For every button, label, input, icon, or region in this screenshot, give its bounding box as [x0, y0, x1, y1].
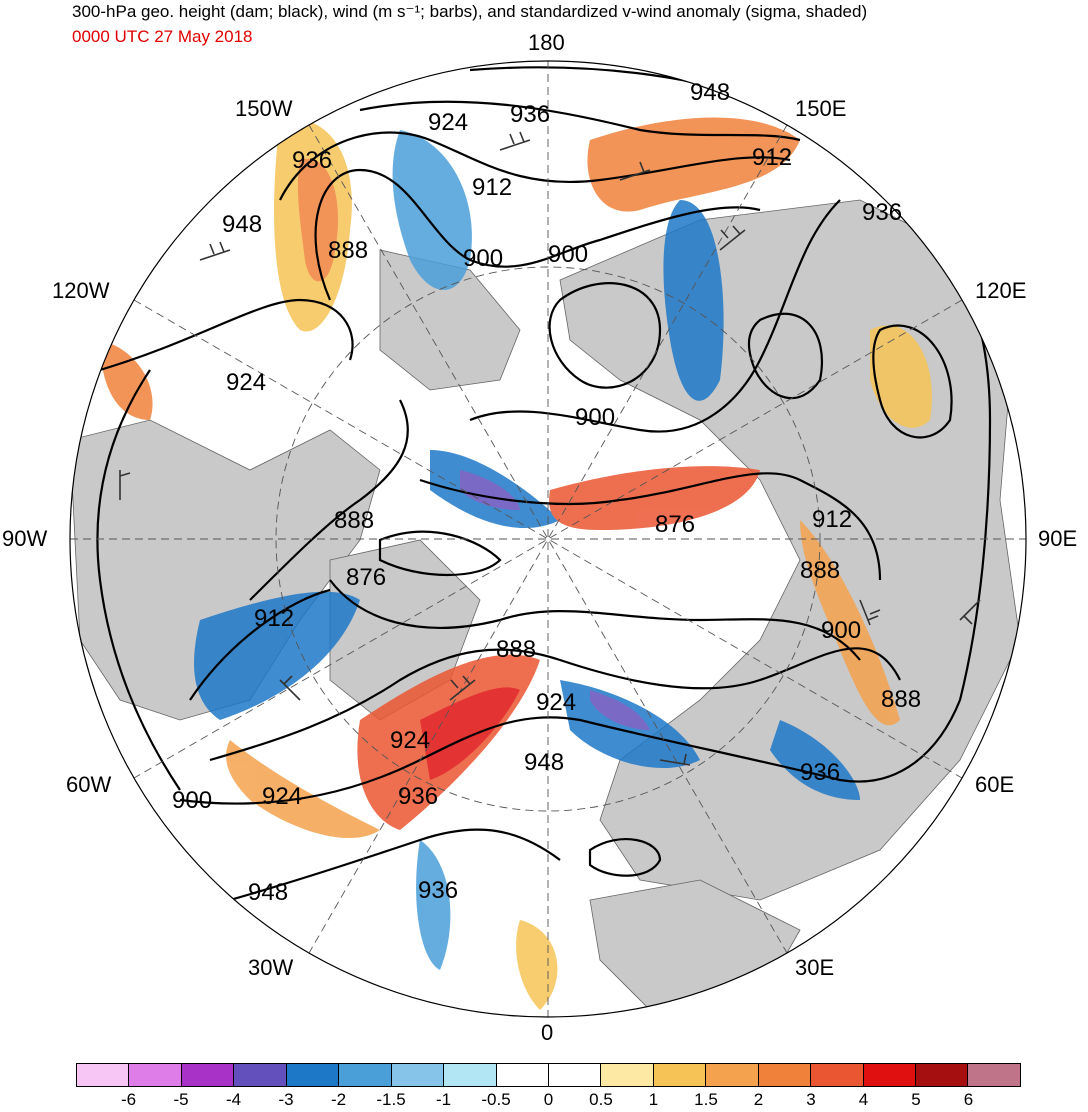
- colorbar-cell: [181, 1064, 235, 1086]
- contour-label: 924: [262, 783, 302, 810]
- colorbar-cell: [601, 1064, 654, 1086]
- contour-label: 936: [292, 147, 332, 174]
- contour-label: 888: [334, 507, 374, 534]
- contour-label: 876: [346, 564, 386, 591]
- contour-label: 912: [472, 174, 512, 201]
- colorbar-tick-label: -3: [278, 1090, 294, 1109]
- contour-label: 888: [496, 636, 536, 663]
- valid-time: 0000 UTC 27 May 2018: [72, 27, 253, 46]
- lon-label-150e: 150E: [795, 96, 847, 121]
- contour-label: 912: [812, 506, 852, 533]
- contour-label: 876: [655, 511, 695, 538]
- contour-label: 936: [862, 199, 902, 226]
- colorbar-tick-label: 1.5: [694, 1090, 718, 1109]
- contour-label: 924: [390, 727, 430, 754]
- contour-label: 936: [510, 101, 550, 128]
- contour-label: 924: [536, 689, 576, 716]
- graticule: [70, 61, 1026, 1017]
- lon-label-30w: 30W: [248, 955, 294, 980]
- contour-label: 900: [821, 617, 861, 644]
- colorbar-tick-label: 5: [911, 1090, 921, 1109]
- colorbar-tick-label: 1: [648, 1090, 659, 1109]
- contour-label: 948: [222, 211, 262, 238]
- height-contours: [96, 66, 992, 902]
- colorbar-cell: [548, 1064, 602, 1086]
- colorbar-tick-label: 2: [753, 1090, 764, 1109]
- colorbar-tick-label: -6: [120, 1090, 137, 1109]
- colorbar-cell: [496, 1064, 549, 1086]
- colorbar-cell: [653, 1064, 707, 1086]
- colorbar-cell: [863, 1064, 916, 1086]
- colorbar-cell: [286, 1064, 340, 1086]
- wind-barbs: [119, 131, 981, 766]
- colorbar-cell: [339, 1064, 392, 1086]
- colorbar-cell: [444, 1064, 497, 1086]
- chart-title: 300-hPa geo. height (dam; black), wind (…: [72, 2, 868, 21]
- lon-label-30e: 30E: [795, 955, 835, 980]
- lon-label-60e: 60E: [975, 772, 1015, 797]
- colorbar-cell: [77, 1064, 130, 1086]
- contour-label: 924: [428, 109, 468, 136]
- lon-label-180: 180: [528, 30, 565, 55]
- lon-label-150w: 150W: [235, 96, 293, 121]
- lon-label-90e: 90E: [1038, 526, 1078, 551]
- contour-label: 900: [548, 241, 588, 268]
- colorbar-tick-label: 0.5: [589, 1090, 613, 1109]
- colorbar-cell: [391, 1064, 445, 1086]
- contour-label: 948: [524, 749, 564, 776]
- contour-label: 936: [800, 759, 840, 786]
- colorbar-cell: [129, 1064, 182, 1086]
- contour-label: 912: [254, 605, 294, 632]
- contour-label: 948: [248, 879, 288, 906]
- contour-label: 888: [800, 557, 840, 584]
- contour-label: 912: [752, 144, 792, 171]
- contour-label: 900: [463, 245, 503, 272]
- colorbar-cell: [758, 1064, 812, 1086]
- contour-label: 936: [418, 877, 458, 904]
- contour-label: 948: [690, 79, 730, 106]
- lon-label-60w: 60W: [66, 772, 112, 797]
- colorbar-cell: [706, 1064, 759, 1086]
- contour-label: 936: [398, 783, 438, 810]
- lon-label-0: 0: [541, 1020, 554, 1045]
- lon-label-120e: 120E: [975, 278, 1027, 303]
- contour-labels: 948 936 924 912 900 900 936 912 936 948 …: [172, 79, 921, 906]
- colorbar-tick-label: -5: [173, 1090, 189, 1109]
- colorbar-tick-label: 6: [963, 1090, 974, 1109]
- contour-label: 900: [172, 787, 212, 814]
- colorbar-cell: [916, 1064, 969, 1086]
- colorbar-cell: [234, 1064, 287, 1086]
- colorbar-tick-label: 3: [806, 1090, 816, 1109]
- colorbar: [76, 1063, 1021, 1087]
- contour-label: 924: [226, 369, 266, 396]
- colorbar-tick-label: 4: [858, 1090, 869, 1109]
- lon-label-120w: 120W: [52, 278, 110, 303]
- lon-label-90w: 90W: [2, 526, 48, 551]
- colorbar-cell: [811, 1064, 864, 1086]
- colorbar-tick-label: -2: [330, 1090, 347, 1109]
- contour-label: 888: [881, 686, 921, 713]
- colorbar-tick-label: -4: [225, 1090, 242, 1109]
- colorbar-tick-label: 0: [543, 1090, 554, 1109]
- colorbar-tick-label: -1: [435, 1090, 452, 1109]
- colorbar-tick-label: -1.5: [376, 1090, 406, 1109]
- polar-map: 948 936 924 912 900 900 936 912 936 948 …: [69, 60, 1027, 1018]
- colorbar-cell: [968, 1064, 1020, 1086]
- contour-label: 900: [575, 404, 615, 431]
- contour-label: 888: [328, 237, 368, 264]
- colorbar-tick-label: -0.5: [481, 1090, 511, 1109]
